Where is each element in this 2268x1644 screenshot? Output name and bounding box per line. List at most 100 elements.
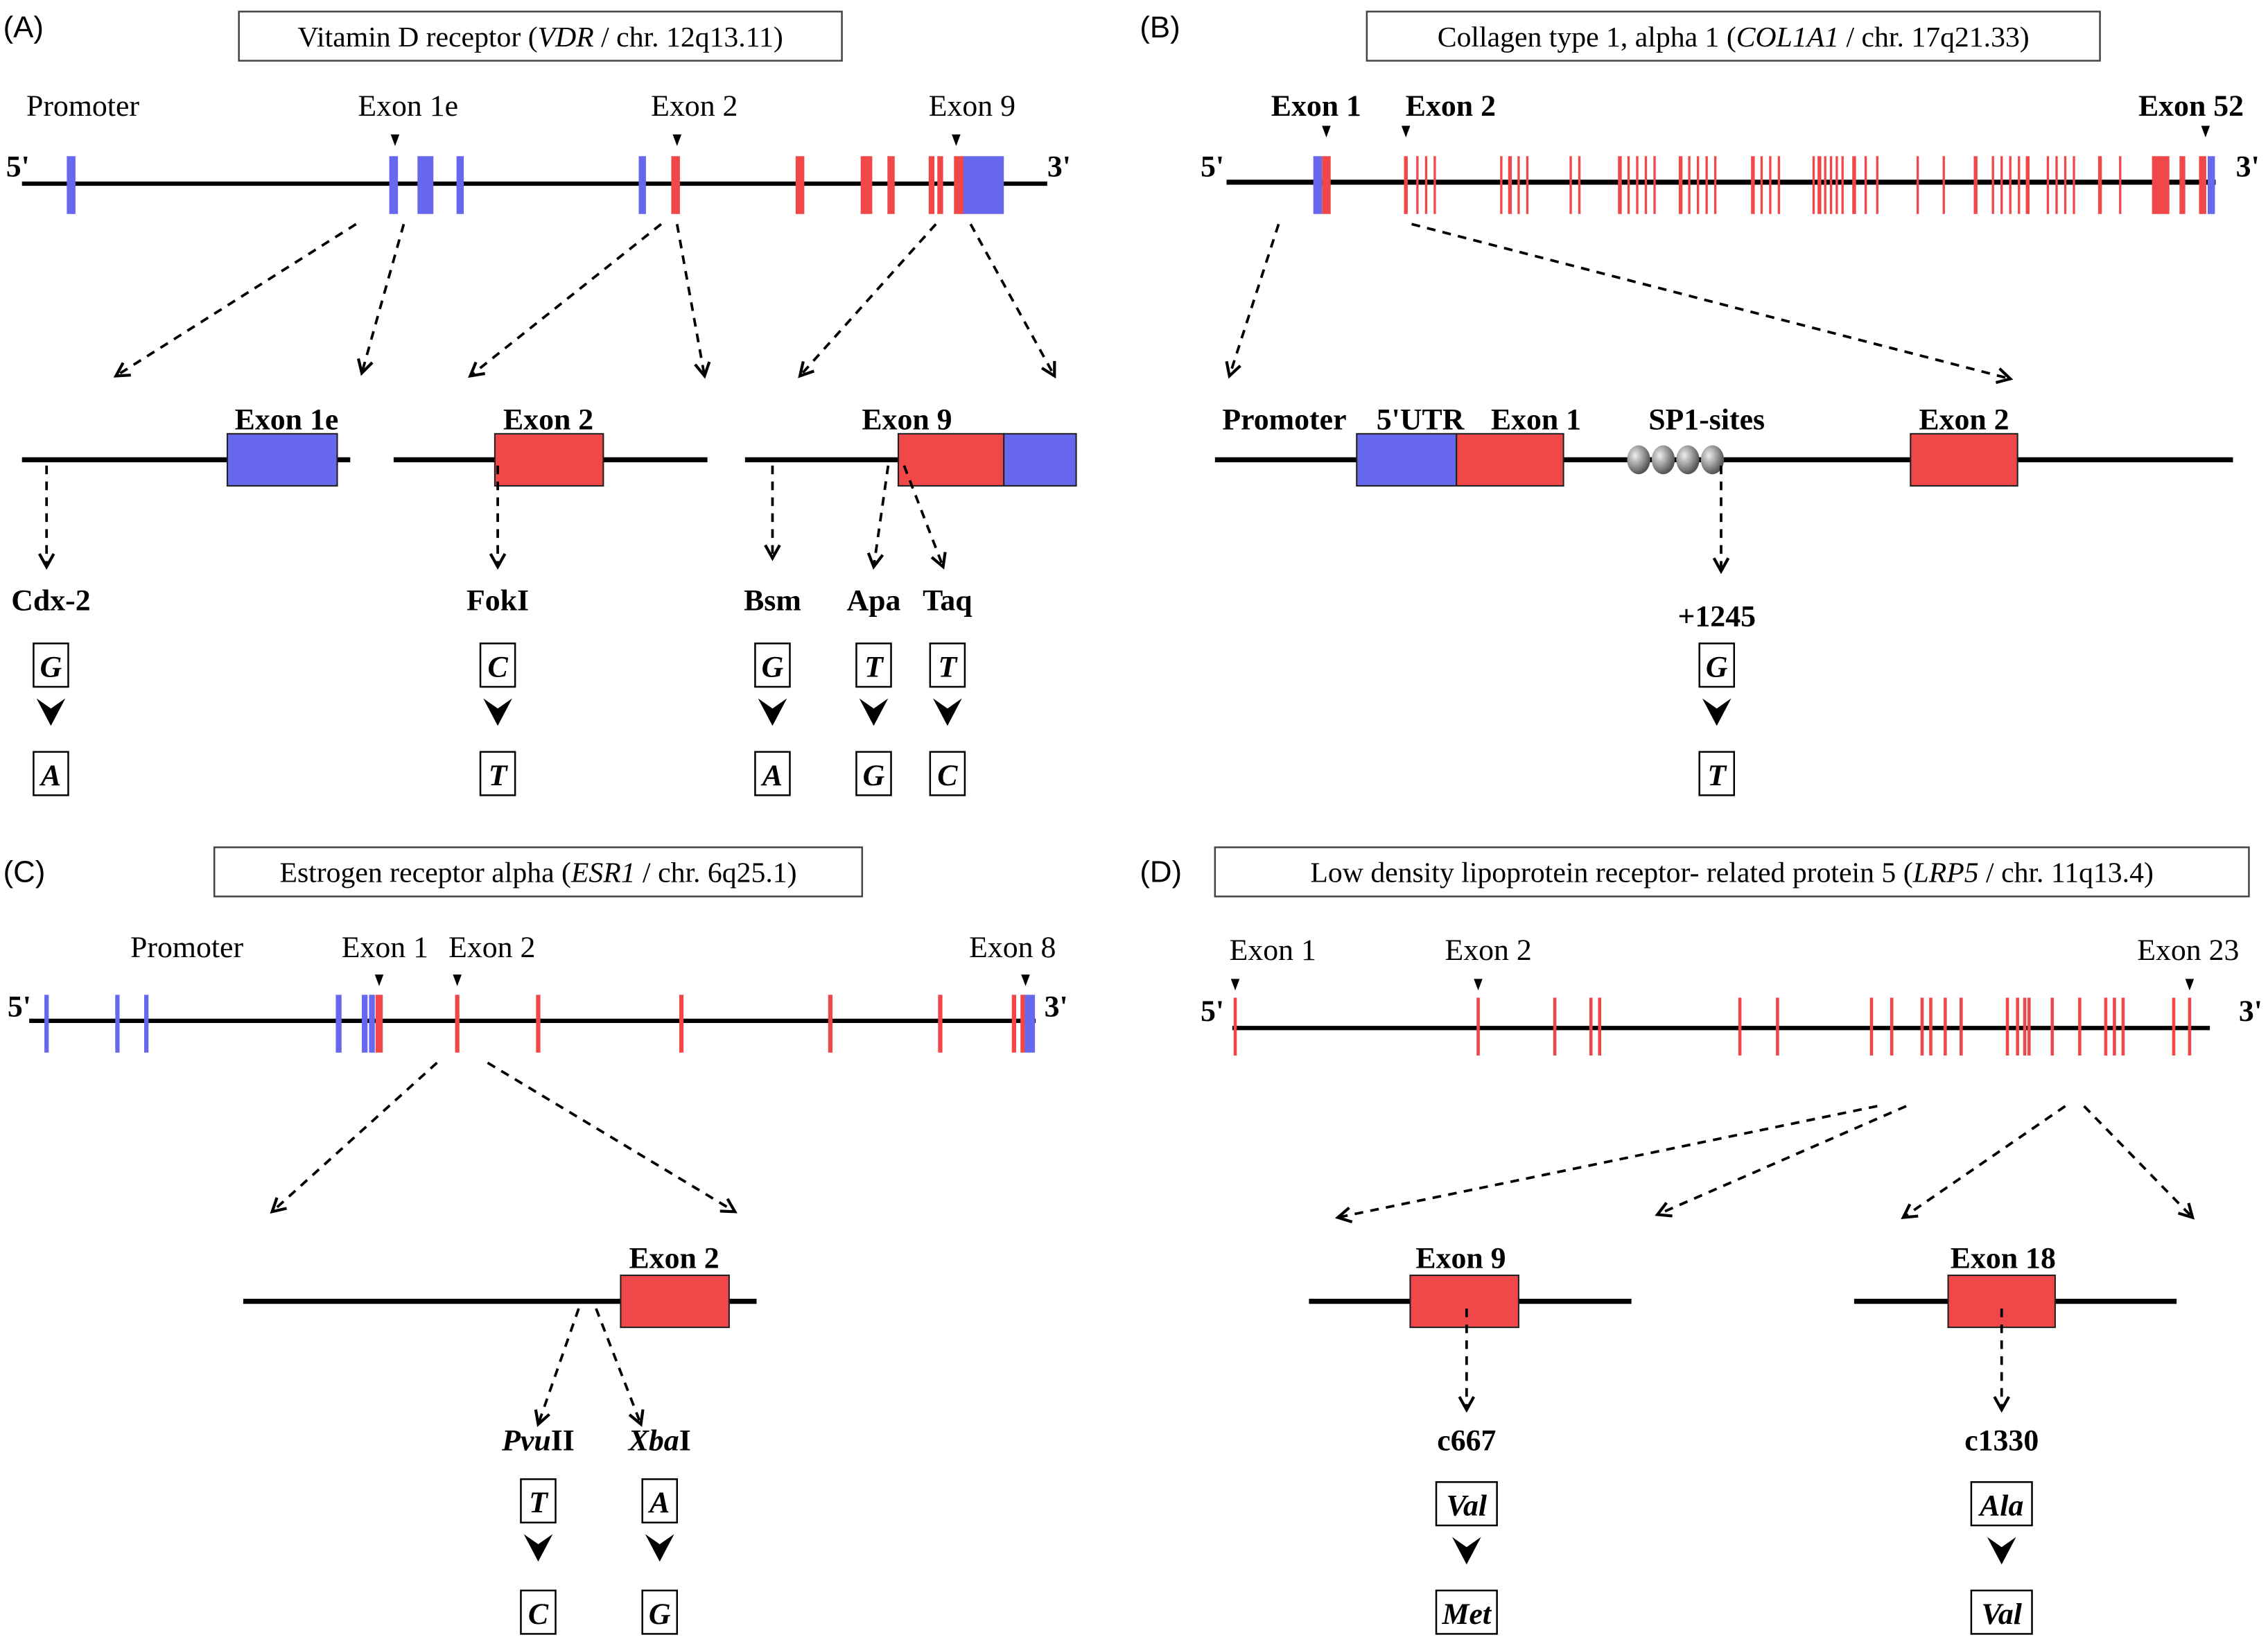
zoom-label: Promoter [1222, 403, 1346, 437]
zoom-exon-label: Exon 1e [235, 403, 339, 437]
coding-exon [2073, 156, 2075, 214]
gene-label: Exon 1e [358, 89, 458, 123]
allele-text: G [40, 650, 62, 683]
title-text: Low density lipoprotein receptor- relate… [1310, 857, 2153, 889]
panel-label: (C) [3, 855, 46, 889]
snp-name: PvuII [501, 1424, 575, 1457]
coding-exon [2050, 997, 2055, 1056]
dashed-zoom-arrow [272, 1061, 438, 1212]
coding-exon [2199, 156, 2206, 214]
allele-box: Val [1970, 1589, 2033, 1635]
gene-label: Exon 2 [651, 89, 738, 123]
gene-label: Exon 9 [929, 89, 1015, 123]
gene-label: Exon 2 [1445, 934, 1531, 967]
allele-text: T [864, 650, 884, 683]
dashed-zoom-arrow [800, 223, 937, 376]
allele-border [1435, 1589, 1498, 1635]
panel-d: (D) Low density lipoprotein receptor- rel… [1140, 846, 2262, 1635]
coding-exon [1322, 156, 1331, 214]
snp-name-rest: II [551, 1424, 575, 1457]
coding-exon [938, 995, 943, 1053]
coding-exon [1598, 997, 1602, 1056]
coding-exon [928, 156, 935, 214]
dashed-zoom-arrow [470, 222, 662, 376]
allele-text: A [39, 759, 61, 792]
coding-exon [1738, 997, 1742, 1056]
non-coding-exon [115, 995, 120, 1053]
coding-exon [2027, 997, 2031, 1056]
coding-exon [1589, 997, 1593, 1056]
allele-border [754, 642, 791, 688]
title-box [1366, 10, 2101, 62]
coding-exon [1705, 156, 1708, 214]
panel-label: (B) [1140, 10, 1180, 44]
allele-text: Val [1447, 1489, 1488, 1522]
sp1-site-icon [1676, 445, 1700, 475]
allele-border [641, 1589, 679, 1635]
coding-exon [2016, 997, 2019, 1056]
snp-0: Cdx-2 G A [11, 584, 91, 796]
coding-exon [1618, 156, 1622, 214]
gene-label: Promoter [130, 931, 243, 964]
snp-1: c1330 Ala Val [1964, 1424, 2039, 1635]
three-prime-label: 3' [2236, 150, 2260, 184]
coding-exon [1433, 156, 1436, 214]
allele-box: Val [1435, 1481, 1498, 1527]
snp-name: FokI [466, 584, 529, 617]
substitution-arrow-icon [933, 698, 962, 726]
allele-border [520, 1478, 557, 1524]
allele-text: T [489, 759, 509, 792]
sp1-site-icon [1700, 445, 1725, 475]
coding-exon [1678, 156, 1683, 214]
zoom-exon-label: Exon 2 [629, 1242, 719, 1275]
allele-box: G [855, 751, 892, 796]
coding-exon [1812, 156, 1815, 214]
allele-border [1435, 1481, 1498, 1527]
zoom-exon-label: Exon 18 [1951, 1242, 2056, 1275]
coding-exon-box [620, 1274, 730, 1329]
coding-exon [866, 156, 873, 214]
title-suffix: / chr. 17q21.33) [1839, 21, 2030, 53]
non-coding-exon [456, 156, 464, 214]
title-prefix: Estrogen receptor alpha ( [279, 857, 570, 889]
untranslated-exon-box [1356, 432, 1458, 487]
three-prime-label: 3' [1045, 990, 1068, 1024]
coding-exon [2000, 156, 2003, 214]
snp-name: c1330 [1964, 1424, 2039, 1457]
gene-label: Exon 1 [342, 931, 428, 964]
panel-title: Vitamin D receptor (VDR / chr. 12q13.11) [238, 10, 843, 62]
allele-box: C [929, 751, 966, 796]
allele-text: T [529, 1486, 549, 1519]
title-suffix: / chr. 12q13.11) [594, 21, 783, 53]
exon-marker-icon [2201, 125, 2210, 138]
allele-box: T [520, 1478, 557, 1524]
coding-exon [1929, 997, 1933, 1056]
five-prime-label: 5' [6, 150, 30, 184]
coding-exon [1960, 997, 1963, 1056]
coding-exon [1020, 995, 1025, 1053]
coding-exon [1696, 156, 1700, 214]
coding-exon [1526, 156, 1529, 214]
exon-marker-icon [1401, 125, 1411, 138]
coding-exon [1553, 997, 1557, 1056]
coding-exon-box [1947, 1274, 2056, 1329]
gene-label: Exon 8 [969, 931, 1056, 964]
snp-name: Cdx-2 [11, 584, 90, 617]
coding-exon [375, 995, 383, 1053]
snp-2: Bsm G A [744, 584, 801, 796]
allele-border [929, 751, 966, 796]
panel-b: (B) Collagen type 1, alpha 1 (COL1A1 / ch… [1140, 10, 2260, 796]
zoom-exon-label: Exon 9 [862, 403, 952, 437]
exon-marker-icon [672, 134, 682, 146]
snp-name-italic: Xba [627, 1424, 679, 1457]
non-coding-exon [2207, 156, 2215, 214]
coding-exon [1644, 156, 1648, 214]
snp-name-rest: Apa [847, 584, 901, 617]
allele-text: G [863, 759, 885, 792]
exon-marker-icon [1322, 125, 1331, 138]
allele-border [641, 1478, 679, 1524]
exon-marker-icon [390, 134, 400, 146]
coding-exon [860, 156, 867, 214]
non-coding-exon [335, 995, 342, 1053]
snp-name-rest: c1330 [1964, 1424, 2039, 1457]
